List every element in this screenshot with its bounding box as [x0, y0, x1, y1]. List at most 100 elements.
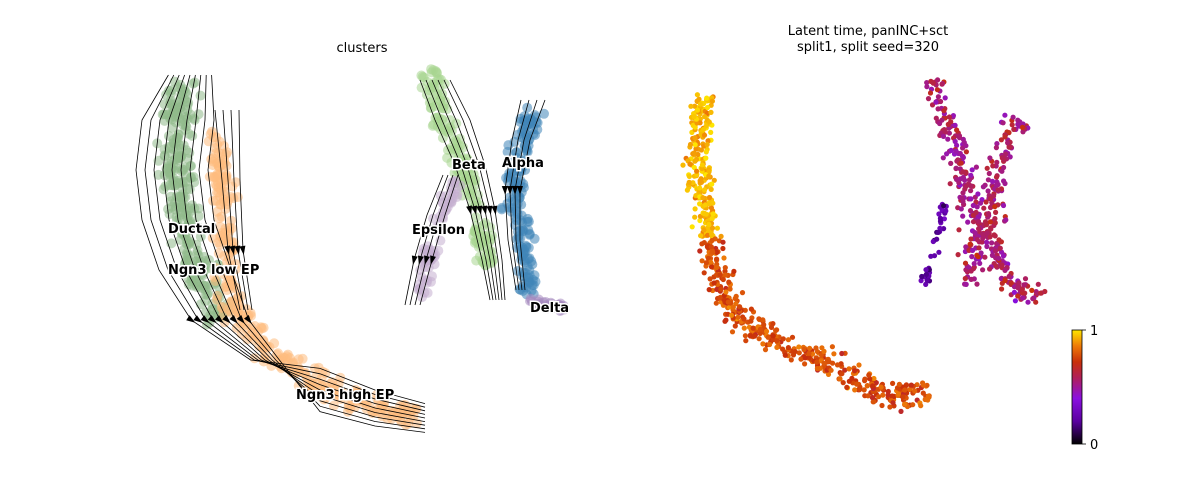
streamline — [238, 109, 253, 311]
streamline — [409, 174, 449, 306]
cell-point — [960, 154, 967, 161]
cell-point — [974, 237, 980, 243]
cell-point — [422, 77, 433, 87]
cell-point — [319, 394, 329, 405]
cell-point — [706, 287, 712, 293]
cell-point — [717, 272, 723, 278]
cell-point — [801, 346, 807, 353]
cell-point — [161, 89, 172, 100]
cell-point — [515, 176, 526, 187]
cell-point — [179, 258, 190, 269]
cell-point — [910, 402, 916, 408]
cell-point — [946, 130, 953, 136]
cell-point — [946, 114, 953, 120]
cell-point — [747, 333, 754, 339]
streamline — [171, 74, 426, 419]
cell-point — [729, 329, 736, 335]
cell-point — [547, 303, 558, 314]
cell-point — [686, 173, 693, 179]
streamline-arrow — [224, 245, 231, 255]
cell-point — [711, 177, 717, 183]
cell-point — [998, 137, 1005, 143]
cell-point — [994, 141, 1000, 147]
cell-point — [751, 333, 758, 339]
cell-point — [709, 225, 716, 231]
cell-point — [987, 204, 994, 211]
cell-point — [985, 188, 991, 194]
cell-point — [701, 270, 707, 276]
streamline-arrow — [491, 205, 498, 215]
cell-point — [726, 279, 732, 285]
cell-point — [908, 382, 914, 388]
cell-point — [165, 191, 176, 202]
cell-point — [697, 101, 704, 107]
streamline — [431, 79, 497, 301]
cell-point — [699, 241, 705, 247]
cell-point — [792, 349, 798, 355]
streamline — [198, 74, 426, 430]
cell-point — [704, 95, 710, 101]
cell-point — [873, 380, 879, 386]
cell-point — [1011, 289, 1018, 295]
cell-point — [966, 177, 973, 183]
cell-point — [714, 225, 721, 231]
cell-point — [992, 248, 999, 254]
cell-point — [974, 204, 980, 210]
cell-point — [861, 387, 867, 393]
cell-point — [692, 214, 698, 220]
cell-point — [700, 195, 706, 201]
colorbar-max-label: 1 — [1090, 324, 1098, 339]
cell-point — [760, 317, 766, 323]
cell-point — [260, 349, 271, 360]
cell-point — [924, 84, 930, 90]
cluster-label-delta: Delta — [530, 301, 569, 316]
cell-point — [539, 108, 549, 119]
cell-point — [415, 283, 426, 294]
cell-point — [885, 392, 891, 398]
cluster-labels: Ductal Ngn3 low EP Ngn3 high EP Beta Alp… — [167, 155, 571, 405]
cell-point — [948, 119, 954, 125]
cell-point — [174, 152, 185, 163]
cluster-label-ngn3-low-ep: Ngn3 low EP — [168, 263, 259, 278]
cell-point — [788, 357, 794, 363]
cell-point — [814, 365, 821, 372]
cell-point — [953, 165, 959, 171]
cell-point — [923, 267, 929, 273]
cell-point — [865, 393, 871, 399]
cell-point — [984, 243, 990, 250]
cell-point — [963, 149, 970, 155]
cell-point — [175, 235, 186, 245]
cell-point — [1001, 157, 1008, 163]
streamline — [153, 74, 426, 412]
cell-point — [890, 380, 896, 386]
cell-point — [318, 385, 329, 396]
cluster-label-ngn3-high-ep: Ngn3 high EP — [296, 388, 394, 403]
cell-point — [929, 102, 936, 108]
cell-point — [757, 326, 764, 332]
streamline-arrow — [215, 315, 224, 324]
cell-point — [943, 208, 949, 214]
cell-point — [948, 160, 954, 166]
cell-point — [1037, 290, 1044, 296]
velocity-streamlines — [135, 74, 546, 433]
cell-point — [206, 154, 217, 165]
cell-point — [973, 209, 979, 215]
cell-point — [842, 367, 848, 373]
cell-point — [737, 304, 743, 310]
cell-point — [706, 119, 712, 125]
cell-point — [164, 209, 175, 220]
cell-point — [862, 376, 868, 382]
latent-time-title-line-2: split1, split seed=320 — [797, 40, 939, 55]
cell-point — [696, 96, 702, 102]
cell-point — [974, 252, 980, 258]
streamline — [419, 174, 459, 306]
cell-point — [714, 249, 720, 255]
streamline — [214, 109, 241, 311]
cell-point — [920, 382, 927, 388]
cell-point — [762, 347, 769, 353]
streamline-arrow — [229, 245, 236, 255]
cell-point — [1021, 282, 1027, 288]
cell-point — [1000, 202, 1007, 209]
cell-point — [178, 119, 188, 130]
cell-point — [692, 206, 698, 212]
